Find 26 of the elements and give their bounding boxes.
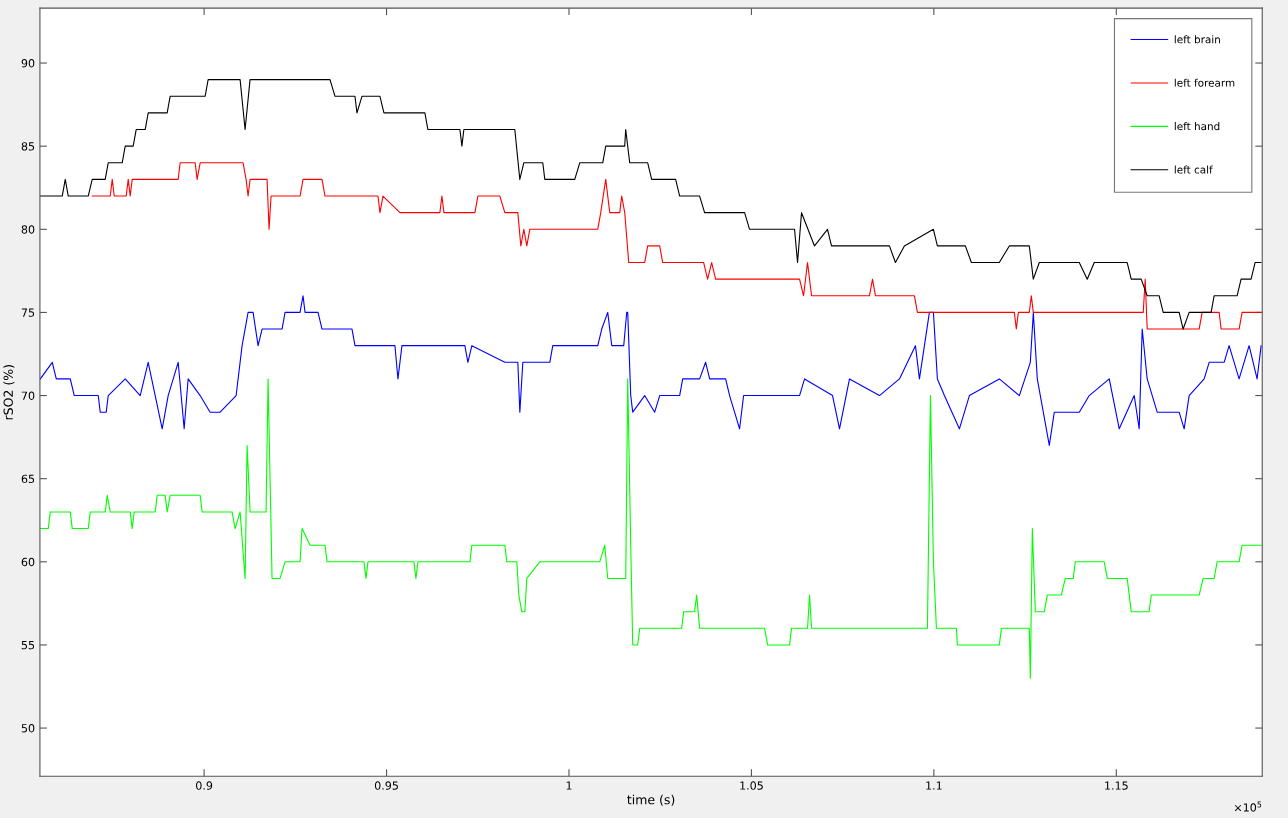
y-tick-label: 55 (21, 641, 35, 650)
y-tick-label: 75 (21, 308, 35, 317)
y-tick-label: 90 (21, 59, 35, 68)
x-tick-label: 1.15 (1105, 781, 1128, 790)
line-series (39, 295, 1262, 446)
legend-label: left calf (1174, 165, 1213, 174)
line-series (39, 378, 1262, 679)
x-axis-title: time (s) (627, 794, 675, 806)
y-tick-label: 60 (21, 557, 35, 567)
legend-label: left hand (1174, 122, 1220, 131)
y-axis-title: rSO2 (%) (3, 365, 15, 420)
y-tick-label: 65 (21, 474, 35, 484)
y-tick-label: 85 (21, 142, 35, 151)
line-series (91, 162, 1262, 330)
text: ×10$^{5}$ (1234, 801, 1262, 812)
legend-label: left forearm (1174, 78, 1235, 87)
y-tick-label: 80 (21, 225, 35, 234)
x-tick-label: 1.05 (740, 781, 763, 790)
y-tick-label: 50 (21, 724, 35, 733)
x-tick-label: 0.9 (196, 781, 213, 790)
y-tick-label: 70 (21, 391, 35, 400)
legend-label: left brain (1174, 35, 1220, 44)
x-tick-label: 1.1 (926, 781, 942, 790)
line-series (39, 79, 1262, 330)
x-tick-label: 1 (566, 781, 572, 790)
x-tick-label: 0.95 (374, 781, 398, 790)
